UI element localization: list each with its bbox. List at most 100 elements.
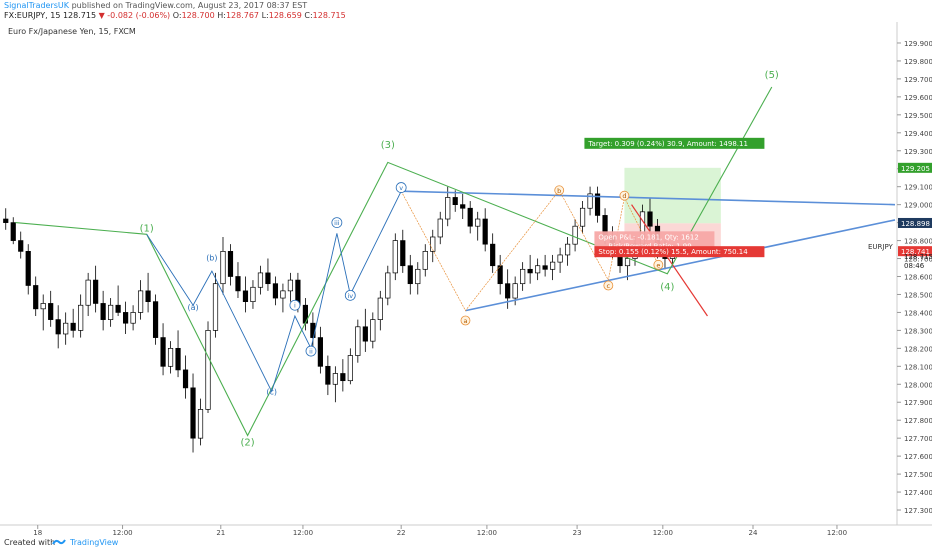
- candle-body: [242, 290, 249, 302]
- x-tick-label: 18: [33, 529, 42, 536]
- candle-body: [467, 207, 473, 227]
- x-tick-label: 12:00: [653, 529, 673, 536]
- candle-body: [460, 204, 466, 209]
- candle-body: [557, 254, 563, 263]
- candle-body: [475, 218, 481, 227]
- candle-body: [100, 303, 106, 320]
- author-link[interactable]: SignalTradersUK: [4, 1, 70, 10]
- y-tick-label: 129.400: [904, 130, 932, 138]
- y-tick-label: 128.300: [904, 327, 932, 335]
- stop-label-bg: [594, 246, 765, 258]
- candle-body: [70, 322, 76, 331]
- down-arrow-icon: ▼: [98, 11, 105, 20]
- y-tick-label: 127.800: [904, 417, 932, 425]
- candle-body: [182, 369, 189, 389]
- triangle-trendline: [465, 219, 896, 312]
- candle-body: [325, 365, 331, 385]
- green-wave-label: (1): [140, 224, 154, 235]
- price-badge-label: 128.715: [904, 253, 932, 261]
- candle-body: [287, 279, 294, 292]
- candle-body: [430, 236, 436, 252]
- last-price: 128.715: [62, 11, 97, 20]
- candle-body: [123, 312, 129, 324]
- y-tick-label: 128.000: [904, 381, 932, 389]
- candle-body: [85, 279, 91, 306]
- candle-body: [422, 251, 428, 270]
- candle-body: [362, 326, 368, 342]
- x-tick-label: 21: [216, 529, 225, 536]
- candle-body: [310, 322, 316, 338]
- candle-body: [227, 251, 234, 277]
- symbol-label: FX:EURJPY, 15: [4, 11, 61, 20]
- candle-body: [145, 290, 151, 302]
- candle-body: [520, 268, 526, 285]
- candle-body: [250, 286, 256, 302]
- blue-wave-circle: [331, 217, 343, 229]
- tradingview-logo-icon: [52, 537, 66, 549]
- price-chart[interactable]: Euro Fx/Japanese Yen, 15, FXCM 129.900 12…: [0, 22, 932, 537]
- orange-wave-circle: [653, 259, 664, 270]
- candle-body: [347, 355, 353, 382]
- green-wave-label: (2): [240, 437, 254, 448]
- price-badge: [898, 162, 932, 173]
- candle-body: [385, 272, 391, 299]
- candle-body: [235, 276, 241, 292]
- target-box: Target: 0.309 (0.24%) 30.9, Amount: 1498…: [584, 137, 765, 149]
- y-tick-label: 128.400: [904, 309, 932, 317]
- y-tick-label: 127.600: [904, 453, 932, 461]
- chart-frame[interactable]: Euro Fx/Japanese Yen, 15, FXCM 129.900 12…: [0, 22, 932, 537]
- candle-body: [377, 297, 383, 320]
- candle-body: [535, 265, 541, 274]
- price-badge-label: 129.205: [901, 165, 930, 173]
- candle-body: [482, 218, 488, 245]
- stop-label: Stop: 0.155 (0.12%) 15.5, Amount: 750.14: [598, 248, 748, 256]
- tradingview-brand[interactable]: TradingView: [70, 538, 119, 547]
- candle-body: [108, 304, 114, 320]
- blue-wave-circle: [305, 345, 317, 357]
- price-badge: [898, 217, 932, 228]
- close-value: 128.715: [312, 11, 346, 20]
- price-badge-label: 08:46: [904, 262, 925, 270]
- y-tick-label: 129.100: [904, 184, 932, 192]
- y-tick-label: 127.900: [904, 399, 932, 407]
- candle-body: [220, 251, 226, 285]
- orange-wave-label: d: [622, 192, 626, 200]
- orange-wave-path: [400, 189, 659, 312]
- candle-body: [48, 303, 54, 320]
- candle-body: [415, 268, 421, 285]
- orange-wave-circle: [603, 280, 614, 291]
- blue-wave-label: ii: [309, 348, 313, 356]
- candle-body: [445, 197, 451, 220]
- candle-body: [93, 279, 99, 304]
- candle-body: [317, 337, 323, 367]
- price-badge-label: 128.741: [901, 248, 930, 256]
- candle-body: [265, 272, 271, 285]
- blue-wave-label: iii: [334, 219, 340, 227]
- candle-body: [130, 312, 136, 324]
- candle-body: [587, 193, 593, 209]
- pnl-label: Open P&L: -0.181, Qty: 1612: [598, 233, 698, 241]
- green-wave-label: (5): [765, 70, 779, 81]
- blue-wave-circle: [289, 299, 301, 311]
- candle-body: [564, 243, 571, 256]
- x-tick-label: 12:00: [827, 529, 847, 536]
- y-tick-label: 128.100: [904, 363, 932, 371]
- y-tick-label: 127.500: [904, 471, 932, 479]
- candle-body: [78, 304, 84, 331]
- candle-body: [392, 240, 398, 274]
- candle-body: [272, 283, 279, 299]
- candle-body: [437, 218, 443, 238]
- candle-body: [550, 261, 556, 270]
- orange-wave-label: c: [607, 282, 611, 290]
- orange-wave-circle: [554, 185, 565, 196]
- published-text: published on TradingView.com, August 23,…: [71, 1, 308, 10]
- publish-line: SignalTradersUK published on TradingView…: [4, 1, 307, 10]
- candle-body: [579, 207, 586, 227]
- candle-body: [527, 268, 533, 274]
- close-label: C:: [304, 11, 313, 20]
- x-tick-label: 23: [573, 529, 582, 536]
- blue-wave-circle: [395, 182, 407, 193]
- candle-body: [370, 319, 376, 342]
- created-with-text: Created with: [4, 538, 56, 547]
- candle-body: [332, 373, 338, 385]
